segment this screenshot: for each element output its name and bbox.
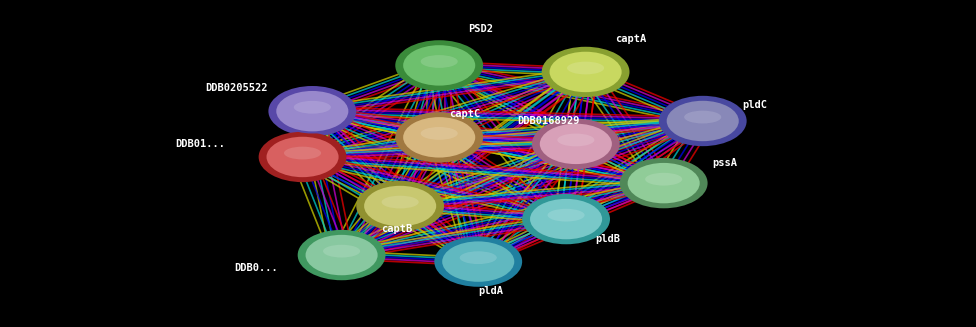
- Ellipse shape: [268, 86, 356, 136]
- Text: DDB01...: DDB01...: [176, 139, 225, 149]
- Ellipse shape: [441, 240, 515, 283]
- Ellipse shape: [539, 123, 613, 165]
- Text: pldC: pldC: [742, 100, 767, 110]
- Ellipse shape: [434, 236, 522, 287]
- Ellipse shape: [542, 47, 630, 97]
- Text: captC: captC: [449, 110, 480, 119]
- Ellipse shape: [684, 111, 721, 123]
- Ellipse shape: [284, 146, 321, 160]
- Text: captA: captA: [615, 34, 646, 44]
- Ellipse shape: [645, 173, 682, 185]
- Text: DDB0205522: DDB0205522: [205, 83, 267, 93]
- Ellipse shape: [522, 194, 610, 244]
- Ellipse shape: [532, 119, 620, 169]
- Ellipse shape: [298, 230, 386, 280]
- Ellipse shape: [666, 100, 740, 142]
- Ellipse shape: [421, 55, 458, 68]
- Ellipse shape: [395, 112, 483, 163]
- Ellipse shape: [557, 133, 594, 146]
- Ellipse shape: [382, 196, 419, 209]
- Ellipse shape: [548, 209, 585, 222]
- Ellipse shape: [402, 44, 476, 87]
- Ellipse shape: [627, 162, 701, 204]
- Ellipse shape: [294, 101, 331, 113]
- Text: DDB0...: DDB0...: [234, 263, 278, 273]
- Text: pssA: pssA: [712, 159, 738, 168]
- Ellipse shape: [356, 181, 444, 231]
- Ellipse shape: [259, 132, 346, 182]
- Ellipse shape: [549, 51, 623, 93]
- Ellipse shape: [402, 116, 476, 159]
- Ellipse shape: [275, 90, 349, 132]
- Text: pldB: pldB: [595, 234, 621, 244]
- Ellipse shape: [363, 185, 437, 227]
- Ellipse shape: [567, 61, 604, 74]
- Ellipse shape: [529, 198, 603, 240]
- Text: captB: captB: [381, 224, 412, 234]
- Ellipse shape: [323, 245, 360, 258]
- Text: pldA: pldA: [478, 286, 504, 296]
- Ellipse shape: [395, 40, 483, 91]
- Ellipse shape: [620, 158, 708, 208]
- Ellipse shape: [659, 96, 747, 146]
- Ellipse shape: [421, 127, 458, 140]
- Ellipse shape: [460, 251, 497, 264]
- Ellipse shape: [305, 234, 379, 276]
- Text: PSD2: PSD2: [468, 25, 494, 34]
- Ellipse shape: [265, 136, 340, 178]
- Text: DDB0168929: DDB0168929: [517, 116, 580, 126]
